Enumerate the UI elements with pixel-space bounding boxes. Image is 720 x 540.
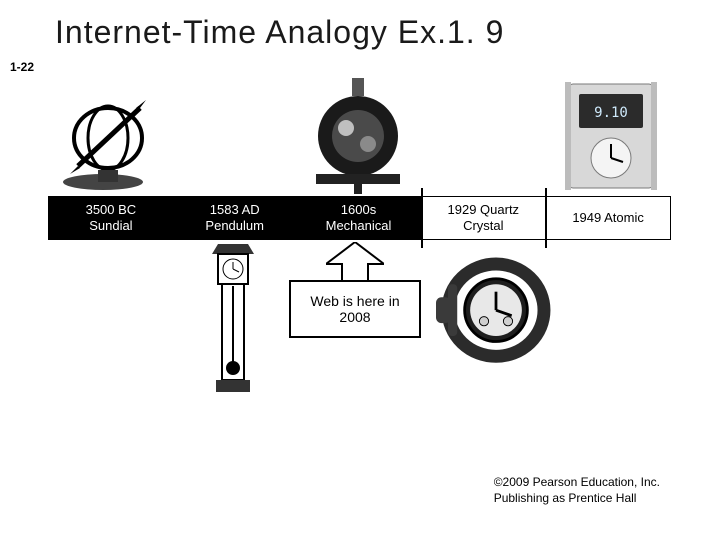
callout-text: Web is here in 2008 — [295, 293, 415, 325]
slide: Internet-Time Analogy Ex.1. 9 1-22 — [0, 0, 720, 540]
timeline-cell-sundial: 3500 BC Sundial — [49, 197, 173, 239]
cell-line1: 1949 Atomic — [572, 210, 644, 226]
sundial-image — [48, 78, 168, 194]
timeline-separator — [545, 188, 547, 248]
cell-line2: Mechanical — [326, 218, 392, 234]
arrow-up-icon — [326, 242, 384, 282]
slide-title: Internet-Time Analogy Ex.1. 9 — [55, 14, 504, 51]
timeline-cell-mechanical: 1600s Mechanical — [297, 197, 421, 239]
cell-line2: Pendulum — [205, 218, 264, 234]
cell-line2: Crystal — [463, 218, 503, 234]
timeline-strip: 3500 BC Sundial 1583 AD Pendulum 1600s M… — [48, 196, 671, 240]
cell-line1: 1600s — [341, 202, 376, 218]
svg-text:9.10: 9.10 — [594, 105, 628, 121]
cell-line2: Sundial — [89, 218, 132, 234]
footer: ©2009 Pearson Education, Inc. Publishing… — [494, 474, 660, 506]
pendulum-image — [298, 78, 418, 194]
cell-line1: 1929 Quartz — [448, 202, 520, 218]
cell-line1: 3500 BC — [86, 202, 137, 218]
timeline-cell-pendulum: 1583 AD Pendulum — [173, 197, 297, 239]
copyright-line: ©2009 Pearson Education, Inc. — [494, 474, 660, 490]
timeline-figure: 9.10 3500 BC Sundial 1583 AD Pendulum 16… — [48, 78, 671, 408]
cell-line1: 1583 AD — [210, 202, 260, 218]
atomic-clock-image: 9.10 — [551, 78, 671, 194]
timeline-separator — [421, 188, 423, 248]
wristwatch-image — [436, 242, 556, 402]
publisher-line: Publishing as Prentice Hall — [494, 490, 660, 506]
timeline-cell-atomic: 1949 Atomic — [545, 197, 670, 239]
grandfather-clock-image — [173, 242, 293, 402]
timeline-cell-quartz: 1929 Quartz Crystal — [420, 197, 545, 239]
web-callout: Web is here in 2008 — [289, 280, 421, 338]
page-number: 1-22 — [10, 60, 34, 74]
